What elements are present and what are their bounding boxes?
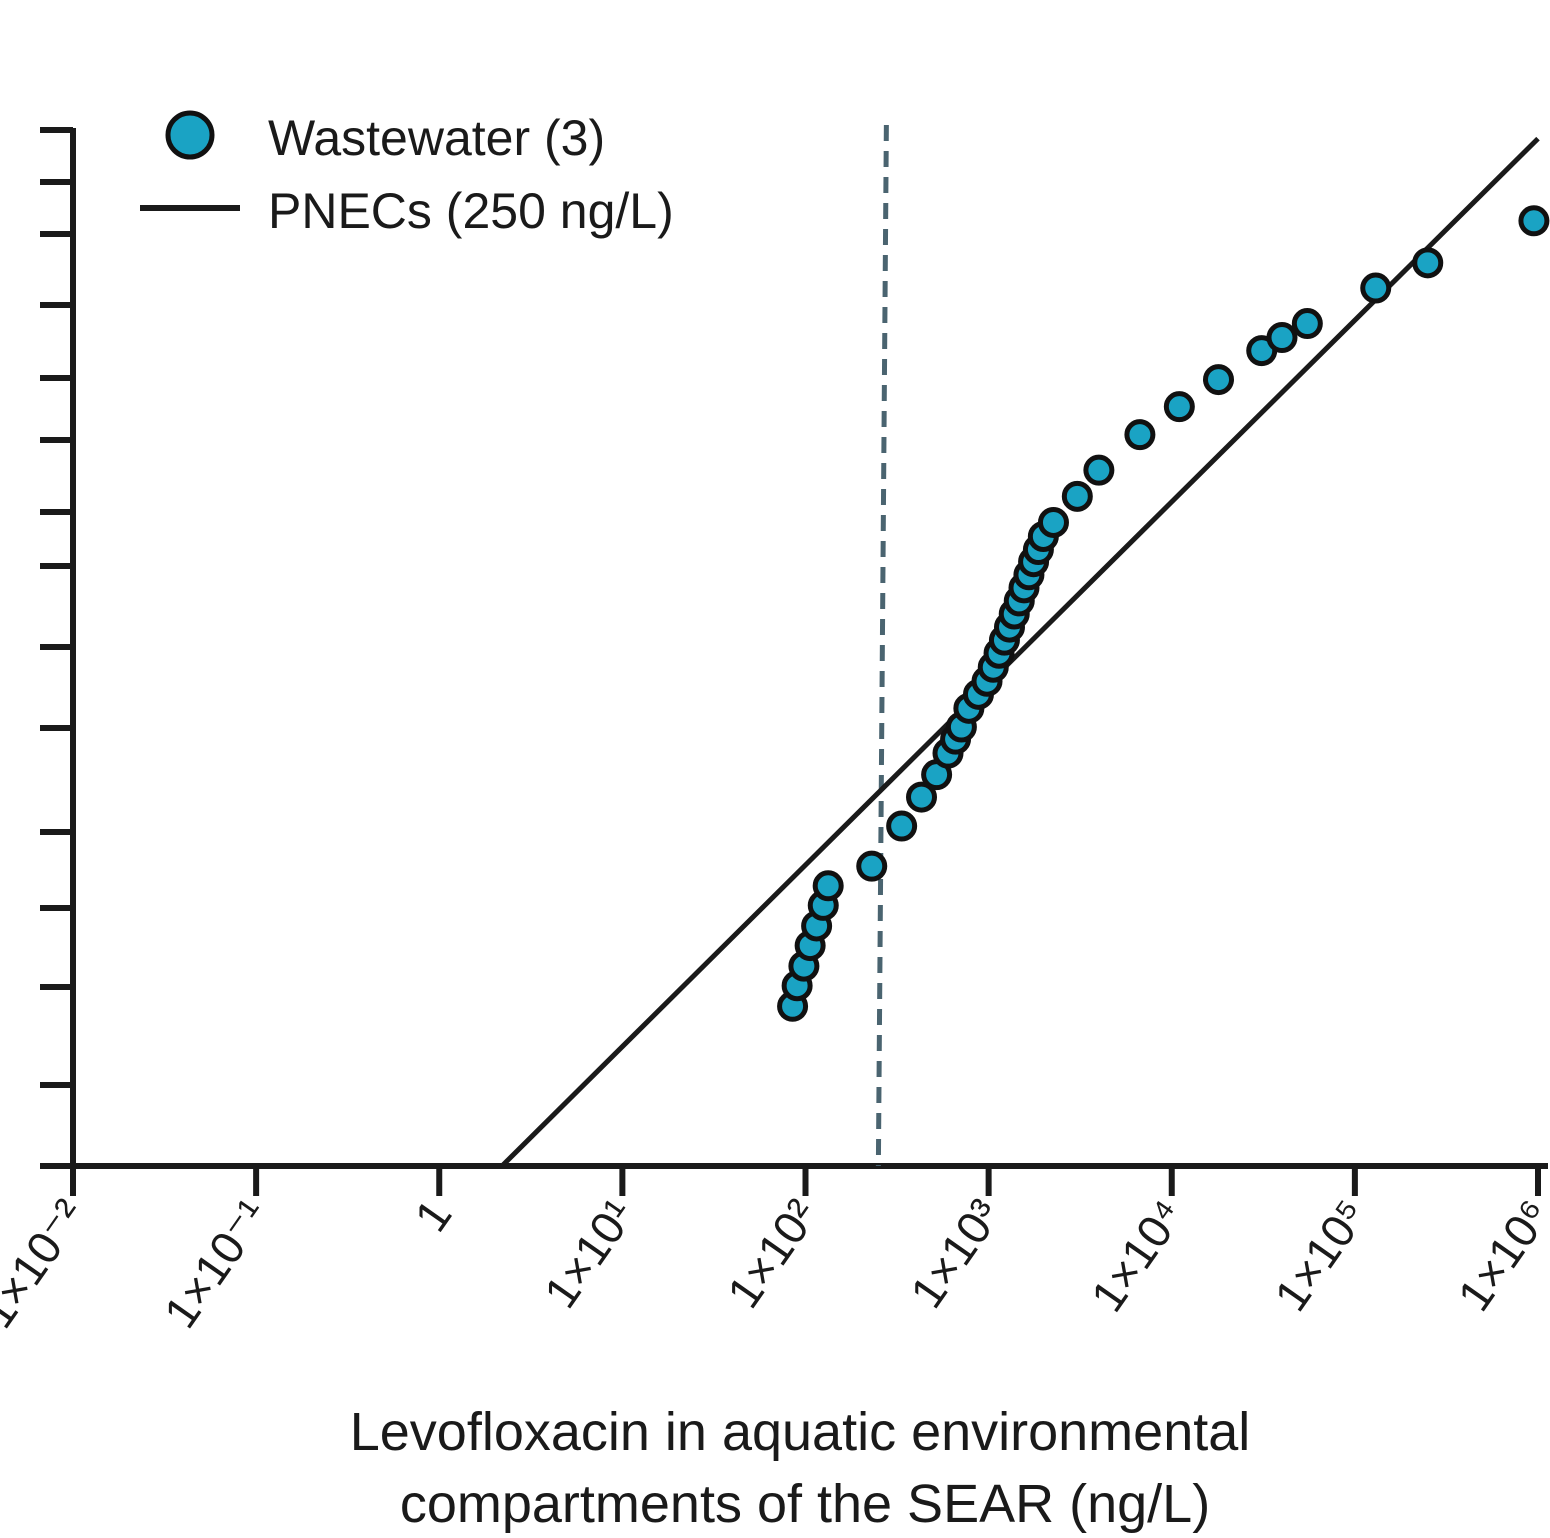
data-point — [1061, 480, 1093, 512]
data-point — [1518, 205, 1550, 237]
x-tick-label: 1×10¹ — [534, 1190, 645, 1317]
data-point — [1412, 247, 1444, 279]
data-point — [886, 810, 918, 842]
data-point — [1291, 308, 1323, 340]
pnec-line — [500, 136, 1540, 1168]
x-axis-title-line-1: Levofloxacin in aquatic environmental — [350, 1402, 1251, 1462]
reference-line-group — [875, 124, 889, 1167]
x-tick-label: 1×10² — [717, 1190, 828, 1317]
data-point — [1037, 506, 1069, 538]
data-point — [1163, 391, 1195, 423]
data-point — [856, 850, 888, 882]
reference-line — [875, 124, 889, 1167]
x-tick-label: 1×10⁻¹ — [154, 1190, 279, 1337]
data-point — [1124, 419, 1156, 451]
x-tick-label: 1×10⁵ — [1264, 1190, 1377, 1320]
legend-label-wastewater: Wastewater (3) — [268, 110, 605, 166]
series-lines — [500, 136, 1540, 1168]
legend-label-pnec: PNECs (250 ng/L) — [268, 183, 674, 239]
data-point — [1360, 272, 1392, 304]
series-points — [777, 205, 1550, 1022]
x-tick-label: 1×10⁻² — [0, 1190, 95, 1337]
x-tick-label: 1×10³ — [900, 1190, 1011, 1317]
data-point — [1266, 322, 1298, 354]
y-ticks — [40, 127, 73, 1088]
data-point — [906, 781, 938, 813]
data-point — [1202, 364, 1234, 396]
x-tick-label: 1 — [404, 1190, 461, 1241]
axes: 1×10⁻² 1×10⁻¹ 1 1×10¹ 1×10² 1×10³ 1×10⁴ 1×10⁵ 1×… — [0, 127, 1550, 1337]
data-point — [812, 870, 844, 902]
legend-marker-wastewater — [165, 110, 215, 160]
x-tick-label: 1×10⁶ — [1447, 1190, 1550, 1320]
x-ticks: 1×10⁻² 1×10⁻¹ 1 1×10¹ 1×10² 1×10³ 1×10⁴ 1×10⁵ 1×… — [0, 1166, 1550, 1337]
legend: Wastewater (3) PNECs (250 ng/L) — [140, 110, 674, 239]
x-tick-label: 1×10⁴ — [1081, 1190, 1194, 1321]
x-axis-title-line-2: compartments of the SEAR (ng/L) — [400, 1474, 1210, 1534]
data-point — [1083, 454, 1115, 486]
